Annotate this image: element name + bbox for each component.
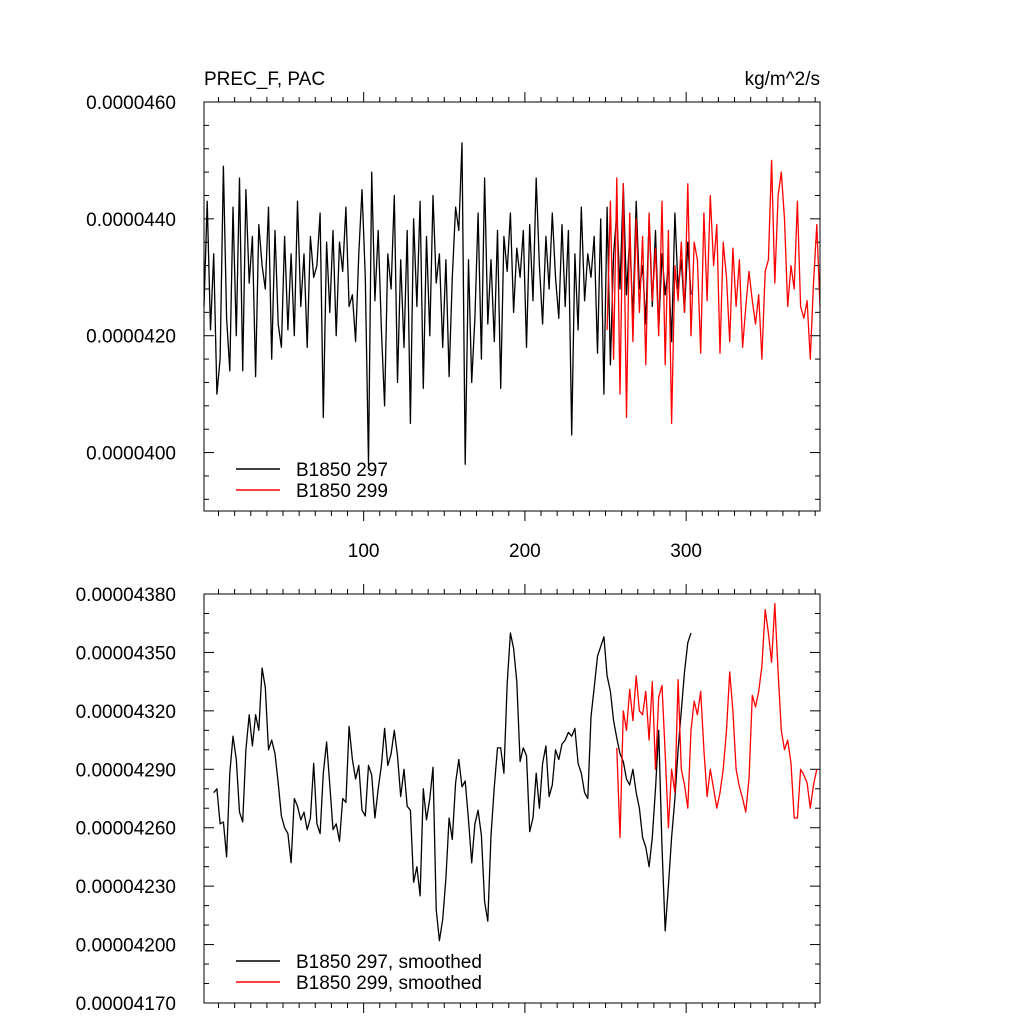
- bottom-series: [213, 603, 818, 942]
- top-title-left: PREC_F, PAC: [204, 69, 325, 90]
- bottom-ytick-label: 0.00004290: [76, 760, 176, 781]
- top-legend-label-2: B1850 299: [296, 481, 388, 502]
- bottom-plot-frame: [203, 593, 821, 1004]
- top-title-right: kg/m^2/s: [745, 69, 820, 90]
- top-plot-frame: [203, 101, 821, 512]
- bottom-series-line-2: [616, 603, 818, 839]
- top-tick-labels: 0.0000400 0.0000420 0.0000440 0.0000460 100 2…: [86, 93, 702, 562]
- bottom-ticks: [204, 584, 820, 1013]
- top-ytick-label: 0.0000440: [86, 210, 176, 231]
- bottom-ytick-label: 0.00004260: [76, 819, 176, 840]
- top-ytick-label: 0.0000400: [86, 444, 176, 465]
- top-series-line-2: [606, 159, 821, 425]
- top-series: [203, 142, 821, 465]
- bottom-ytick-label: 0.00004230: [76, 877, 176, 898]
- top-ytick-label: 0.0000460: [86, 93, 176, 114]
- top-series-line-1: [203, 142, 692, 465]
- bottom-series-line-1: [213, 632, 692, 942]
- bottom-ytick-label: 0.00004170: [76, 994, 176, 1015]
- top-legend-label-1: B1850 297: [296, 460, 388, 481]
- top-ticks: [204, 92, 820, 521]
- top-xtick-label: 200: [509, 541, 541, 562]
- bottom-ytick-label: 0.00004350: [76, 643, 176, 664]
- bottom-legend-label-2: B1850 299, smoothed: [296, 973, 482, 994]
- bottom-ytick-label: 0.00004320: [76, 702, 176, 723]
- bottom-ytick-label: 0.00004380: [76, 585, 176, 606]
- top-ytick-label: 0.0000420: [86, 327, 176, 348]
- top-xtick-label: 300: [670, 541, 702, 562]
- bottom-tick-labels: 0.00004170 0.00004200 0.00004230 0.00004260…: [76, 585, 176, 1015]
- top-xtick-label: 100: [348, 541, 380, 562]
- bottom-legend-label-1: B1850 297, smoothed: [296, 952, 482, 973]
- bottom-ytick-label: 0.00004200: [76, 936, 176, 957]
